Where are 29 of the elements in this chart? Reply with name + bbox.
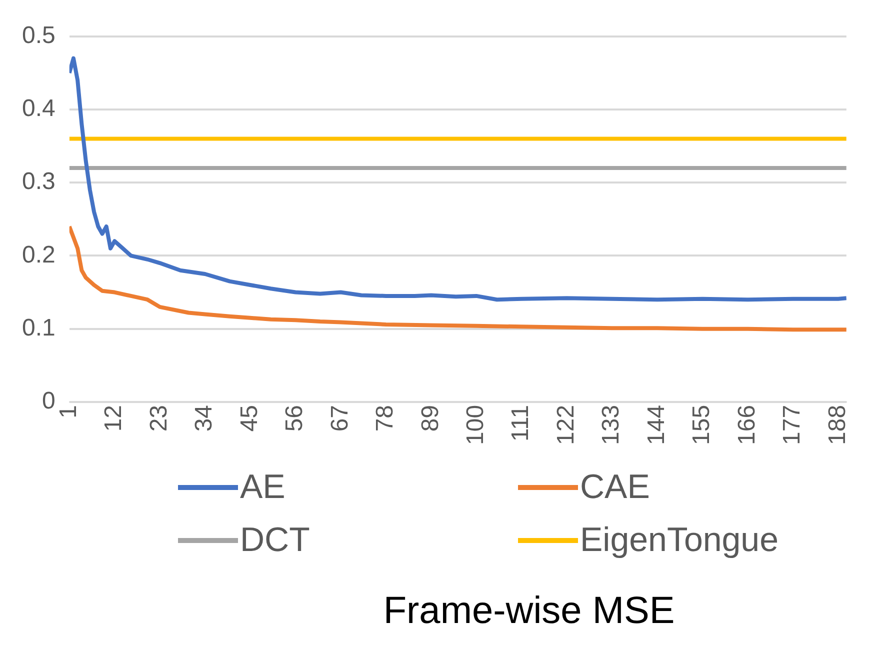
x-tick-label: 155 xyxy=(688,404,716,446)
x-tick-label: 133 xyxy=(598,404,625,446)
y-tick-label: 0.4 xyxy=(22,95,56,122)
legend-label: AE xyxy=(240,468,286,507)
x-tick-label: 23 xyxy=(145,404,172,432)
x-tick-label: 67 xyxy=(326,404,354,432)
x-tick-label: 12 xyxy=(100,404,128,432)
x-tick-label: 122 xyxy=(552,404,580,446)
y-tick-label: 0.5 xyxy=(22,22,56,50)
y-tick-label: 0.3 xyxy=(22,168,56,196)
x-tick-label: 188 xyxy=(824,404,851,446)
x-tick-label: 34 xyxy=(190,404,218,432)
x-tick-label: 166 xyxy=(733,404,760,446)
x-tick-label: 177 xyxy=(778,404,806,446)
legend-label: CAE xyxy=(580,468,650,507)
legend-label: DCT xyxy=(240,521,310,560)
x-tick-label: 111 xyxy=(507,404,534,442)
x-tick-label: 144 xyxy=(642,404,670,446)
legend-label: EigenTongue xyxy=(580,521,779,560)
x-tick-label: 56 xyxy=(281,404,308,432)
x-tick-label: 45 xyxy=(236,404,263,432)
x-tick-label: 1 xyxy=(54,404,82,418)
x-tick-label: 89 xyxy=(416,404,444,432)
x-tick-label: 100 xyxy=(462,404,490,446)
y-tick-label: 0.1 xyxy=(22,314,56,342)
text: Frame-wise MSE xyxy=(382,590,676,633)
y-tick-label: 0 xyxy=(42,388,56,415)
y-tick-label: 0.2 xyxy=(22,241,56,268)
x-tick-label: 78 xyxy=(372,404,399,432)
